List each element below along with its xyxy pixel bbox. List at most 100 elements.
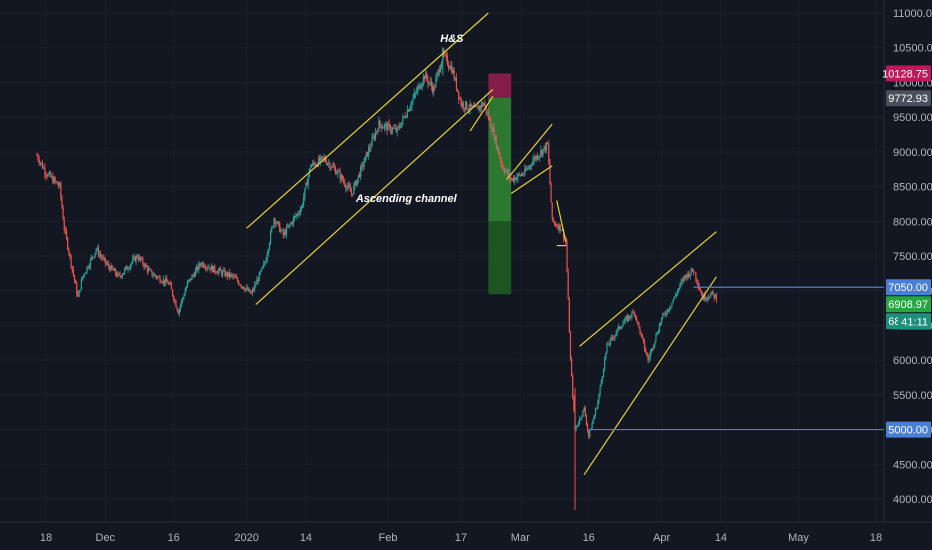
candle: [96, 245, 98, 252]
candle-body: [298, 213, 300, 215]
candle: [656, 331, 658, 336]
candle-body: [507, 170, 509, 175]
candle-body: [271, 227, 273, 232]
trendline-wedge-big-upper[interactable]: [579, 231, 717, 347]
candle: [247, 285, 249, 292]
price-tick-label: 6000.00: [893, 355, 932, 367]
candle-body: [356, 178, 358, 186]
stop-loss-zone[interactable]: [488, 73, 512, 98]
candle-body: [629, 315, 631, 318]
candle-body: [531, 165, 533, 167]
trend-drawings[interactable]: [246, 12, 717, 476]
candle-body: [520, 174, 523, 176]
candle: [283, 228, 285, 239]
price-tick-label: 10500.00: [893, 43, 932, 55]
time-tick-label: 14: [300, 532, 312, 544]
trendline-hs-neck[interactable]: [469, 95, 494, 132]
position-box[interactable]: [488, 73, 512, 295]
candle-body: [290, 222, 292, 225]
candle: [550, 181, 552, 203]
candle-body: [361, 164, 363, 167]
candle: [140, 256, 142, 263]
candle-body: [597, 401, 599, 409]
candle-body: [594, 408, 597, 416]
candle: [84, 272, 86, 278]
candle-body: [412, 97, 414, 101]
candle: [634, 313, 637, 320]
candle-body: [483, 103, 485, 106]
candle-body: [436, 73, 438, 79]
trendline-flag[interactable]: [556, 200, 567, 243]
candle: [670, 306, 672, 311]
candle-body: [553, 221, 556, 224]
candle-body: [70, 255, 72, 267]
candle-body: [583, 407, 585, 411]
trendline-wedge-upper[interactable]: [506, 123, 553, 181]
candle-body: [336, 173, 338, 175]
candle: [624, 315, 626, 325]
candle-body: [120, 276, 122, 277]
candle: [441, 60, 443, 70]
candle: [63, 216, 65, 234]
candle: [613, 334, 615, 341]
candle-body: [348, 184, 350, 188]
trendline-channel-upper[interactable]: [246, 12, 489, 229]
candle: [503, 167, 505, 176]
candle-body: [695, 272, 697, 280]
candle: [344, 178, 346, 188]
candle-body: [109, 266, 111, 271]
candle: [328, 158, 330, 169]
time-tick-label: 2020: [234, 532, 258, 544]
candle: [459, 96, 461, 100]
candle: [360, 164, 362, 181]
candle: [487, 107, 489, 121]
candle: [532, 156, 534, 167]
trendline-channel-lower[interactable]: [255, 88, 494, 306]
candle: [341, 174, 344, 182]
candle: [298, 210, 300, 219]
profit-zone[interactable]: [488, 221, 512, 295]
candle-body: [559, 224, 561, 231]
time-tick-label: 18: [870, 532, 882, 544]
candle-body: [699, 288, 702, 293]
candle: [121, 273, 123, 279]
candle: [36, 152, 38, 157]
candle: [415, 86, 418, 95]
candle: [67, 236, 69, 251]
candle-body: [93, 256, 95, 258]
candle-body: [482, 103, 484, 106]
profit-zone-filled[interactable]: [488, 97, 512, 222]
candle-body: [419, 84, 421, 89]
candle: [467, 108, 469, 111]
candle: [289, 222, 291, 229]
candle: [159, 274, 161, 284]
time-axis[interactable]: 18 Dec 16 2020 14 Feb 17 Mar 16 Apr 14 May 18: [40, 532, 882, 544]
horizontal-levels[interactable]: [588, 286, 884, 431]
candle-body: [138, 256, 141, 260]
candle-body: [493, 127, 495, 140]
candle: [126, 264, 128, 270]
countdown-tag-bg: [898, 313, 931, 330]
candle-body: [97, 247, 100, 256]
candle-body: [223, 270, 225, 272]
candle: [391, 126, 394, 135]
candle-body: [309, 167, 312, 169]
candle: [304, 188, 306, 202]
candle-body: [387, 123, 389, 131]
trendline-wedge-lower[interactable]: [510, 165, 553, 195]
candle: [182, 296, 184, 303]
candle-body: [459, 98, 461, 100]
candle: [599, 384, 601, 398]
price-tick-label: 11000.00: [893, 8, 932, 20]
candle: [51, 174, 53, 179]
candle-body: [353, 185, 355, 194]
trendline-wedge-big-lower[interactable]: [583, 276, 717, 476]
candle-body: [101, 256, 103, 259]
candle: [513, 175, 516, 185]
candle: [224, 267, 226, 278]
candle-body: [525, 168, 527, 171]
candle: [463, 107, 466, 114]
candle-body: [422, 76, 424, 84]
candle: [378, 116, 380, 132]
